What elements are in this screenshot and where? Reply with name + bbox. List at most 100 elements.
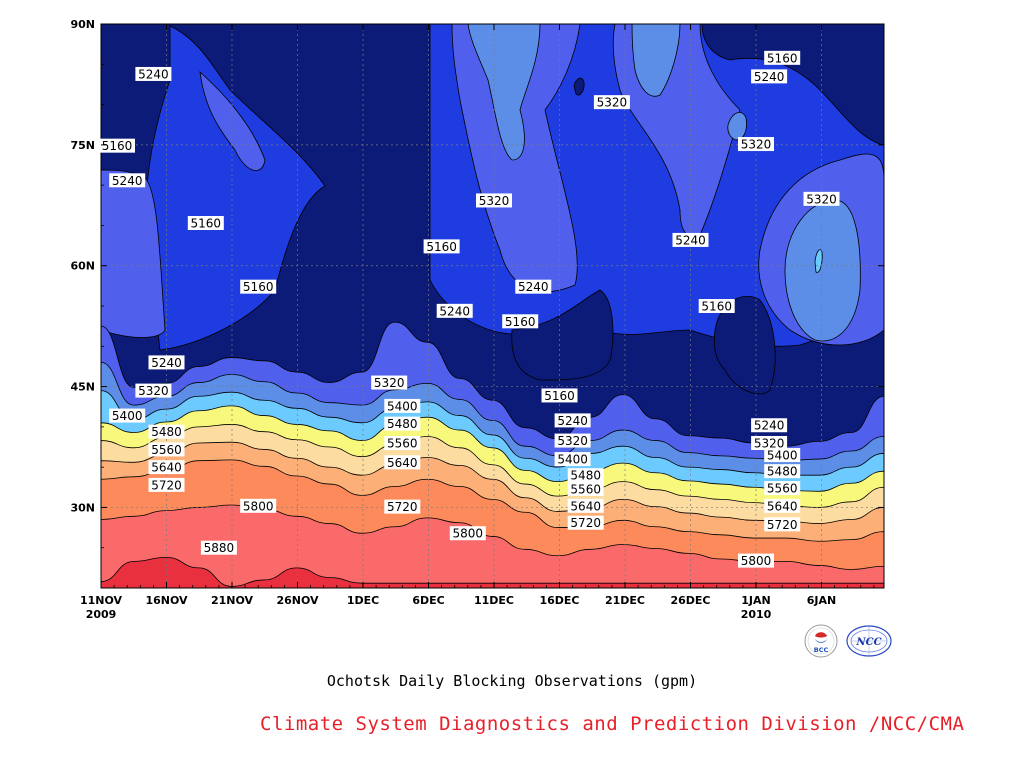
- x-tick-label: 26DEC: [670, 594, 710, 607]
- contour-label-text: 5640: [387, 456, 418, 470]
- contour-label-box: [371, 375, 408, 390]
- contour-label: 5480: [764, 464, 801, 479]
- contour-label: 5640: [384, 455, 421, 470]
- contour-label-box: [384, 499, 421, 514]
- contour-label-text: 5320: [557, 434, 588, 448]
- y-tick-label: 90N: [70, 18, 95, 31]
- contour-label-box: [187, 216, 224, 231]
- contour-label-text: 5480: [570, 469, 601, 483]
- contour-label: 5240: [672, 232, 709, 247]
- contour-label-box: [476, 193, 512, 208]
- contour-label-box: [554, 452, 591, 467]
- blob-5400-dot: [814, 249, 823, 273]
- blob-5160-dec-low: [511, 289, 614, 381]
- contour-label: 5880: [200, 540, 237, 555]
- x-tick-label: 21NOV: [211, 594, 254, 607]
- contour-label-box: [436, 303, 473, 318]
- contour-label-box: [449, 526, 486, 541]
- x-tick-year-label: 2009: [86, 608, 117, 620]
- contour-label: 5320: [751, 435, 788, 450]
- blob-5400-dec: [467, 24, 541, 161]
- contour-label-box: [764, 448, 801, 463]
- contour-label-text: 5880: [204, 541, 235, 555]
- contour-label-text: 5480: [151, 425, 182, 439]
- contour-label-box: [384, 455, 421, 470]
- contour-label-text: 5400: [767, 449, 798, 463]
- x-tick-label: 1JAN: [741, 594, 770, 607]
- contour-label: 5160: [240, 279, 277, 294]
- contour-label: 5560: [384, 435, 421, 450]
- contour-label: 5800: [449, 526, 486, 541]
- contour-label-text: 5320: [479, 194, 510, 208]
- contour-label-text: 5400: [387, 399, 418, 413]
- contour-label-text: 5720: [387, 500, 418, 514]
- contour-label-text: 5240: [557, 414, 588, 428]
- contour-label-text: 5560: [570, 482, 601, 496]
- contour-label-box: [672, 232, 709, 247]
- blob-5160-dot: [573, 77, 585, 96]
- contour-label-box: [554, 413, 591, 428]
- x-tick-label: 16DEC: [539, 594, 579, 607]
- contour-label-text: 5160: [102, 139, 133, 153]
- contour-label-box: [567, 498, 604, 513]
- contour-label-text: 5720: [570, 516, 601, 530]
- bcc-logo-icon: BCC: [804, 624, 838, 658]
- contour-label-box: [764, 498, 801, 513]
- contour-label-text: 5320: [806, 192, 837, 206]
- blob-5400-late-dec: [631, 24, 681, 97]
- contour-label: 5160: [764, 50, 801, 65]
- contour-label-box: [148, 460, 185, 475]
- contour-labels: 5240 5160 5240 5160 5160 5160 5240 5320 5240 5160…: [99, 50, 840, 568]
- plot-area: [101, 24, 884, 588]
- contour-label: 5160: [423, 239, 460, 254]
- contour-label: 5240: [554, 413, 591, 428]
- contour-label: 5240: [135, 66, 172, 81]
- contour-label: 5400: [554, 452, 591, 467]
- y-tick-label: 45N: [70, 381, 95, 394]
- contour-label-text: 5160: [505, 315, 536, 329]
- contour-label-text: 5480: [767, 465, 798, 479]
- contour-label-box: [384, 398, 421, 413]
- contour-label: 5320: [371, 375, 408, 390]
- contour-label-box: [567, 468, 604, 483]
- contour-label-box: [240, 498, 277, 513]
- blob-5320-nov: [199, 70, 266, 171]
- contour-label: 5320: [135, 383, 172, 398]
- contour-label: 5160: [502, 314, 539, 329]
- contour-label-box: [109, 408, 146, 423]
- blob-5240-left-edge: [101, 169, 166, 338]
- x-tick-label: 26NOV: [276, 594, 319, 607]
- contour-label-text: 5160: [243, 280, 274, 294]
- contour-label-box: [738, 553, 774, 568]
- contour-label: 5320: [803, 191, 840, 206]
- contour-label: 5240: [751, 69, 788, 84]
- contour-label: 5240: [515, 279, 552, 294]
- contour-label-text: 5640: [151, 461, 182, 475]
- contour-label-box: [384, 435, 421, 450]
- contour-label-text: 5320: [138, 384, 169, 398]
- contour-label-box: [423, 239, 460, 254]
- contour-label-box: [764, 517, 801, 532]
- contour-label-text: 5240: [754, 70, 785, 84]
- contour-label-text: 5560: [151, 443, 182, 457]
- contour-label: 5800: [240, 498, 277, 513]
- contour-label: 5240: [751, 418, 788, 433]
- contour-label-box: [751, 435, 788, 450]
- contour-label-text: 5720: [767, 518, 798, 532]
- contour-label: 5800: [738, 553, 774, 568]
- y-tick-label: 30N: [70, 501, 95, 514]
- contour-label: 5240: [436, 303, 473, 318]
- contour-label: 5400: [764, 448, 801, 463]
- contour-label-text: 5160: [767, 51, 798, 65]
- contour-label: 5720: [384, 499, 421, 514]
- contour-label-box: [148, 355, 185, 370]
- contour-label-box: [567, 515, 604, 530]
- blob-5160-top-right: [701, 24, 884, 146]
- contour-label-box: [751, 418, 788, 433]
- contour-label-box: [803, 191, 840, 206]
- x-tick-label: 6DEC: [412, 594, 444, 607]
- contour-label: 5400: [109, 408, 146, 423]
- contour-label: 5160: [541, 388, 578, 403]
- ncc-logo-icon: NCC: [846, 625, 892, 657]
- contour-label-text: 5320: [741, 138, 772, 152]
